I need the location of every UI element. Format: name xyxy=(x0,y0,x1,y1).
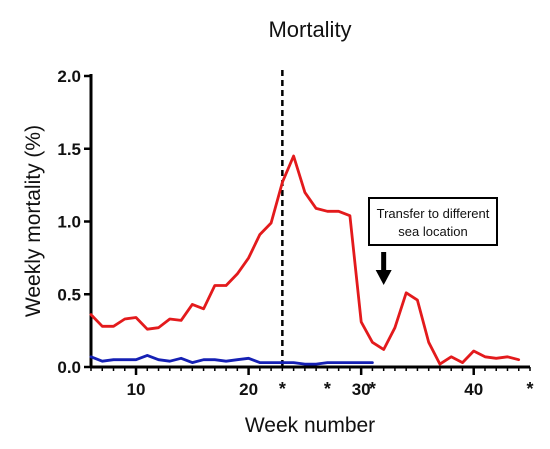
y-tick-label: 0.5 xyxy=(57,285,81,304)
annotation-line-2: sea location xyxy=(398,224,467,239)
y-tick-label: 2.0 xyxy=(57,67,81,86)
y-tick-label: 1.5 xyxy=(57,140,81,159)
annotation: Transfer to different sea location xyxy=(368,197,498,246)
x-star-label: * xyxy=(324,379,331,399)
series-line-blue xyxy=(89,354,374,366)
series-line-red xyxy=(89,154,521,366)
x-axis-label: Week number xyxy=(245,414,375,437)
y-tick-label: 1.0 xyxy=(57,213,81,232)
x-tick-label: 40 xyxy=(464,380,483,399)
x-tick-label: 10 xyxy=(127,380,146,399)
x-star-label: * xyxy=(279,379,286,399)
x-tick-label: 30 xyxy=(352,380,371,399)
y-tick-label: 0.0 xyxy=(57,358,81,377)
x-tick-label: 20 xyxy=(239,380,258,399)
y-axis-label: Weekly mortality (%) xyxy=(22,125,45,317)
chart-title: Mortality xyxy=(268,17,351,42)
annotation-arrow-head xyxy=(375,270,392,285)
x-star-label: * xyxy=(526,379,533,399)
annotation-line-1: Transfer to different xyxy=(377,206,490,221)
x-star-label: * xyxy=(369,379,376,399)
annotation-box xyxy=(368,197,498,246)
plot-area: 0.0 0.5 1.0 1.5 2.0 10 20 30 40 * * * * xyxy=(57,67,533,399)
